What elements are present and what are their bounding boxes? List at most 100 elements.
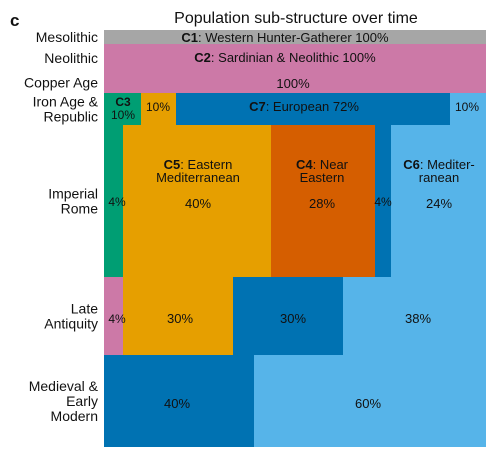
segment-imperial-rome-c6 <box>391 125 486 277</box>
period-label-line: Antiquity <box>44 316 98 332</box>
annotation-cluster-id: C3 <box>115 95 131 109</box>
segment-copper-age-c2 <box>104 72 486 93</box>
annotation-line: C2: Sardinian & Neolithic 100% <box>194 50 376 65</box>
annotation-text: : Mediter- <box>420 157 475 172</box>
period-label-line: Copper Age <box>24 75 98 91</box>
segment-iron-age-republic-c3 <box>104 93 141 125</box>
annotation-text: 100% <box>276 76 310 91</box>
annotation-medieval-c6: 60% <box>355 396 381 411</box>
annotation-line: C6: Mediter- <box>403 157 475 172</box>
annotation-late-c2: 4% <box>108 312 126 326</box>
annotation-text: 38% <box>405 311 431 326</box>
period-label-mesolithic: Mesolithic <box>36 29 98 45</box>
annotation-late-c7: 30% <box>280 311 306 326</box>
annotation-imperial-c4: C4: Near Eastern 28% <box>296 157 349 211</box>
segment-late-antiquity-c7 <box>233 277 343 355</box>
annotation-text: : Near <box>313 157 349 172</box>
segment-imperial-rome-c7 <box>375 125 391 277</box>
annotation-cluster-id: C5 <box>164 157 181 172</box>
annotation-cluster-id: C1 <box>181 30 198 45</box>
annotation-imperial-c7: 4% <box>374 195 392 209</box>
annotation-imperial-c5: C5: Eastern Mediterranean 40% <box>156 157 240 211</box>
annotation-text: 30% <box>280 311 306 326</box>
annotation-imperial-c6: C6: Mediter-ranean 24% <box>403 157 475 211</box>
annotation-line: C7: European 72% <box>249 99 359 114</box>
annotation-line: 40% <box>164 396 190 411</box>
segment-neolithic-c2 <box>104 44 486 72</box>
annotation-cluster-id: C7 <box>249 99 266 114</box>
segments-layer <box>104 30 486 447</box>
segment-late-antiquity-c6 <box>343 277 486 355</box>
annotation-line: C1: Western Hunter-Gatherer 100% <box>181 30 389 45</box>
annotation-text: Mediterranean <box>156 170 240 185</box>
annotations-layer: C1: Western Hunter-Gatherer 100% C2: Sard… <box>108 30 479 411</box>
segment-medieval-early-modern-c7 <box>104 355 254 447</box>
annotation-line: C4: Near <box>296 157 349 172</box>
annotation-text: 28% <box>309 196 335 211</box>
period-label-line: Iron Age & <box>33 94 99 110</box>
annotation-text: : Sardinian & Neolithic 100% <box>211 50 376 65</box>
period-label-line: Imperial <box>48 186 98 202</box>
annotation-copper-c2: 100% <box>276 76 310 91</box>
annotation-line: 100% <box>276 76 310 91</box>
annotation-text: : Western Hunter-Gatherer 100% <box>198 30 389 45</box>
annotation-line: 30% <box>280 311 306 326</box>
annotation-text: ranean <box>419 170 459 185</box>
annotation-line: 60% <box>355 396 381 411</box>
annotation-text: 40% <box>185 196 211 211</box>
chart-title: Population sub-structure over time <box>174 10 418 27</box>
segment-late-antiquity-c2 <box>104 277 123 355</box>
annotation-line: 4% <box>108 195 126 209</box>
period-label-late-antiquity: Late Antiquity <box>44 301 98 332</box>
segment-medieval-early-modern-c6 <box>254 355 486 447</box>
segment-mesolithic-c1 <box>104 30 486 44</box>
annotation-line: Mediterranean <box>156 170 240 185</box>
annotation-line: C3 <box>115 95 131 109</box>
segment-iron-age-republic-c7 <box>176 93 450 125</box>
period-label-medieval-early-modern: Medieval & Early Modern <box>29 378 99 424</box>
annotation-text: 4% <box>108 312 126 326</box>
period-label-line: Early <box>66 393 98 409</box>
annotation-late-c6: 38% <box>405 311 431 326</box>
annotation-line: 24% <box>426 196 452 211</box>
period-label-iron-age-republic: Iron Age & Republic <box>33 94 99 125</box>
annotation-line: 30% <box>167 311 193 326</box>
segment-imperial-rome-c3 <box>104 125 123 277</box>
annotation-text: 40% <box>164 396 190 411</box>
annotation-cluster-id: C6 <box>403 157 420 172</box>
annotation-line: 4% <box>374 195 392 209</box>
period-label-line: Mesolithic <box>36 29 98 45</box>
annotation-mesolithic-c1: C1: Western Hunter-Gatherer 100% <box>181 30 389 45</box>
annotation-iron-c6: 10% <box>455 100 479 114</box>
annotation-iron-c5: 10% <box>146 100 170 114</box>
annotation-late-c5: 30% <box>167 311 193 326</box>
annotation-cluster-id: C4 <box>296 157 313 172</box>
annotation-line: 28% <box>309 196 335 211</box>
annotation-cluster-id: C2 <box>194 50 211 65</box>
segment-iron-age-republic-c5 <box>141 93 176 125</box>
panel-label: c <box>10 11 19 30</box>
annotation-neolithic-c2: C2: Sardinian & Neolithic 100% <box>194 50 376 65</box>
period-label-line: Neolithic <box>44 50 98 66</box>
annotation-line: 10% <box>111 108 135 122</box>
annotation-iron-c3: C3 10% <box>111 95 135 122</box>
segment-iron-age-republic-c6 <box>450 93 486 125</box>
annotation-text: 10% <box>455 100 479 114</box>
annotation-imperial-c3: 4% <box>108 195 126 209</box>
annotation-line: 4% <box>108 312 126 326</box>
annotation-line: 40% <box>185 196 211 211</box>
annotation-text: 30% <box>167 311 193 326</box>
period-label-line: Republic <box>44 109 98 125</box>
annotation-text: Eastern <box>300 170 345 185</box>
period-label-line: Medieval & <box>29 378 99 394</box>
segment-imperial-rome-c4 <box>271 125 375 277</box>
annotation-line: C5: Eastern <box>164 157 233 172</box>
annotation-line: 38% <box>405 311 431 326</box>
annotation-text: 4% <box>108 195 126 209</box>
period-label-line: Late <box>71 301 98 317</box>
annotation-text: : Eastern <box>180 157 232 172</box>
period-label-line: Rome <box>61 201 99 217</box>
annotation-text: 10% <box>111 108 135 122</box>
